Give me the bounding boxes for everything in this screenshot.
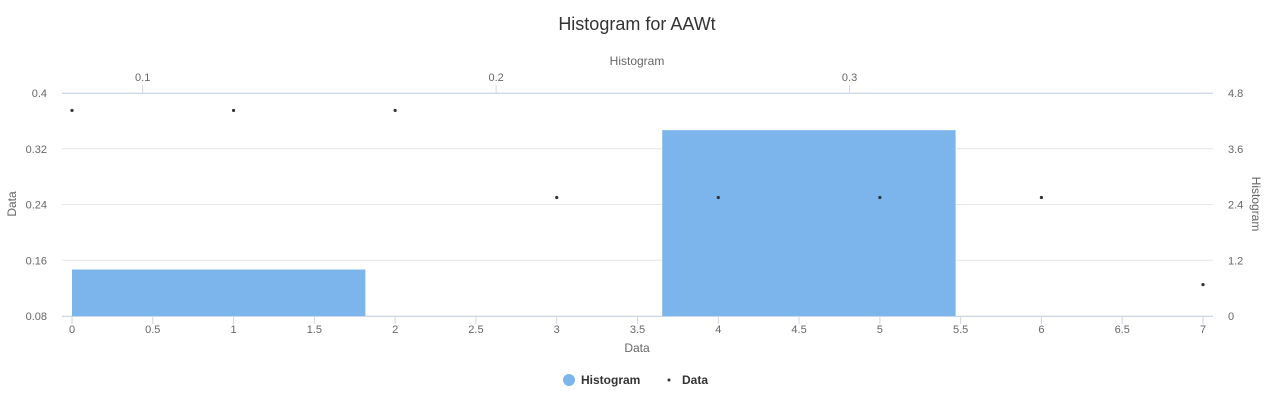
y-tick-label: 0.08 xyxy=(26,311,47,323)
y2-tick-label: 1.2 xyxy=(1228,255,1243,267)
data-point[interactable] xyxy=(555,195,559,200)
x-tick-label: 2 xyxy=(392,324,398,336)
y2-tick-label: 2.4 xyxy=(1228,200,1243,212)
x-tick-label: 0 xyxy=(69,324,75,336)
data-point[interactable] xyxy=(878,195,882,200)
axes: 0.080.160.240.320.401.22.43.64.80 0.5 1 1.5… xyxy=(26,72,1244,336)
legend: Histogram Data xyxy=(563,373,708,387)
legend-item-data[interactable]: Data xyxy=(667,373,709,387)
legend-histogram-marker xyxy=(563,374,575,386)
x-tick-label: 6.5 xyxy=(1115,324,1130,336)
x-tick-label: 0.5 xyxy=(145,324,160,336)
x-tick-label: 2.5 xyxy=(468,324,483,336)
data-points xyxy=(70,108,1205,287)
data-point[interactable] xyxy=(1039,195,1044,200)
y-tick-label: 0.32 xyxy=(26,144,47,156)
x-tick-label: 1 xyxy=(231,324,237,336)
x-tick-label: 3.5 xyxy=(630,324,645,336)
data-point[interactable] xyxy=(393,108,397,113)
y-tick-label: 0.24 xyxy=(26,200,47,212)
x-tick-label: 5.5 xyxy=(953,324,968,336)
legend-data-label: Data xyxy=(682,373,708,387)
y-tick-label: 0.4 xyxy=(32,88,47,100)
data-point[interactable] xyxy=(70,108,74,113)
y2-tick-label: 0 xyxy=(1228,311,1234,323)
x-tick-label: 6 xyxy=(1038,324,1044,336)
x-tick-label: 4 xyxy=(715,324,721,336)
top-axis-title: Histogram xyxy=(610,54,665,68)
x2-tick-label: 0.1 xyxy=(135,72,150,84)
y-axis-title: Data xyxy=(5,191,19,217)
data-point[interactable] xyxy=(231,108,236,113)
x-axis-title: Data xyxy=(624,341,650,355)
x-tick-label: 3 xyxy=(554,324,560,336)
chart-title: Histogram for AAWt xyxy=(558,14,715,34)
x2-tick-label: 0.3 xyxy=(842,72,857,84)
data-point[interactable] xyxy=(716,195,720,200)
right-axis-title: Histogram xyxy=(1249,177,1263,232)
x-tick-label: 1.5 xyxy=(307,324,322,336)
histogram-bar[interactable] xyxy=(72,269,366,316)
histogram-bars xyxy=(72,130,956,316)
x-tick-label: 4.5 xyxy=(791,324,806,336)
x-tick-label: 5 xyxy=(877,324,883,336)
y2-tick-label: 3.6 xyxy=(1228,144,1243,156)
data-point[interactable] xyxy=(1201,283,1205,287)
legend-data-marker xyxy=(667,378,671,382)
y-tick-label: 0.16 xyxy=(26,255,47,267)
histogram-bar[interactable] xyxy=(662,130,956,316)
y2-tick-label: 4.8 xyxy=(1228,88,1243,100)
x2-tick-label: 0.2 xyxy=(488,72,503,84)
x-tick-label: 7 xyxy=(1200,324,1206,336)
legend-histogram-label: Histogram xyxy=(581,373,640,387)
legend-item-histogram[interactable]: Histogram xyxy=(563,373,640,387)
